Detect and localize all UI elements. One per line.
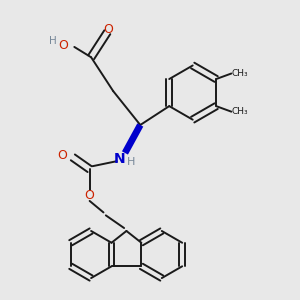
Text: CH₃: CH₃ [232,107,249,116]
Text: O: O [103,23,113,36]
Text: H: H [127,158,136,167]
Text: O: O [57,149,67,162]
Text: N: N [113,152,125,166]
Text: H: H [50,36,57,46]
Text: O: O [58,39,68,52]
Text: O: O [85,189,94,202]
Text: CH₃: CH₃ [232,69,249,78]
